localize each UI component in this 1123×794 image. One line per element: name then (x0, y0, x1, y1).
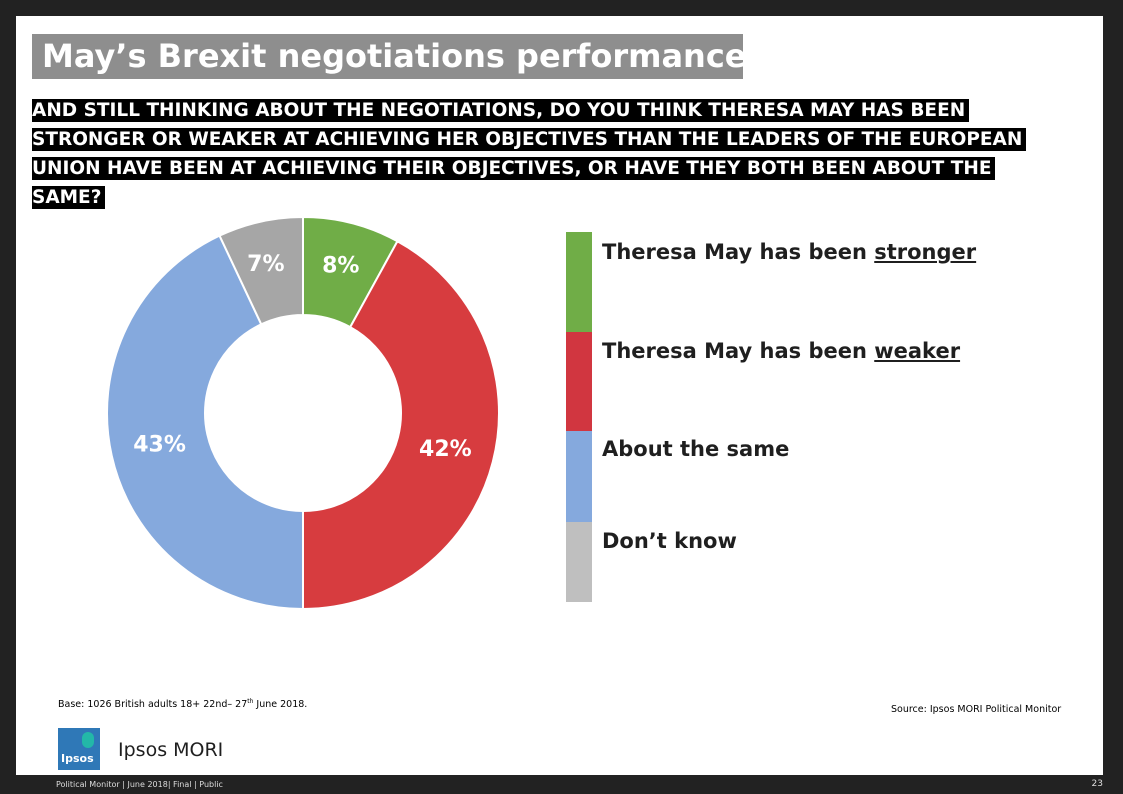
data-label-stronger: 8% (322, 253, 359, 278)
logo-swoosh-icon (82, 732, 94, 748)
brand-name: Ipsos MORI (118, 739, 224, 761)
donut-slice-dont-know (218, 216, 304, 326)
donut-slice-same (106, 234, 304, 610)
ipsos-logo: Ipsos (58, 728, 100, 770)
legend-swatch-dont-know (566, 522, 592, 602)
legend-label-stronger: Theresa May has been stronger (602, 240, 977, 264)
survey-question: AND STILL THINKING ABOUT THE NEGOTIATION… (32, 96, 1032, 212)
legend-label-weaker: Theresa May has been weaker (602, 339, 961, 363)
base-note: Base: 1026 British adults 18+ 22nd– 27th… (58, 698, 308, 711)
legend-label-same: About the same (602, 437, 790, 461)
slide-title: May’s Brexit negotiations performance (32, 34, 747, 79)
donut-chart: 8% 42% 43% 7% (106, 216, 500, 610)
data-label-dont-know: 7% (247, 252, 284, 277)
footer-text: Political Monitor | June 2018| Final | P… (56, 780, 223, 789)
data-label-weaker: 42% (419, 437, 472, 462)
logo-text: Ipsos (61, 752, 94, 765)
slide: May’s Brexit negotiations performance AN… (16, 16, 1103, 775)
survey-question-text: AND STILL THINKING ABOUT THE NEGOTIATION… (32, 99, 1027, 209)
source-note: Source: Ipsos MORI Political Monitor (891, 704, 1062, 715)
legend-label-dont-know: Don’t know (602, 529, 737, 553)
donut-slice-weaker (302, 239, 500, 610)
legend-swatch-same (566, 431, 592, 522)
legend-swatch-stronger (566, 232, 592, 332)
data-label-same: 43% (133, 433, 186, 458)
page-number: 23 (1091, 779, 1103, 789)
legend-swatch-weaker (566, 332, 592, 431)
